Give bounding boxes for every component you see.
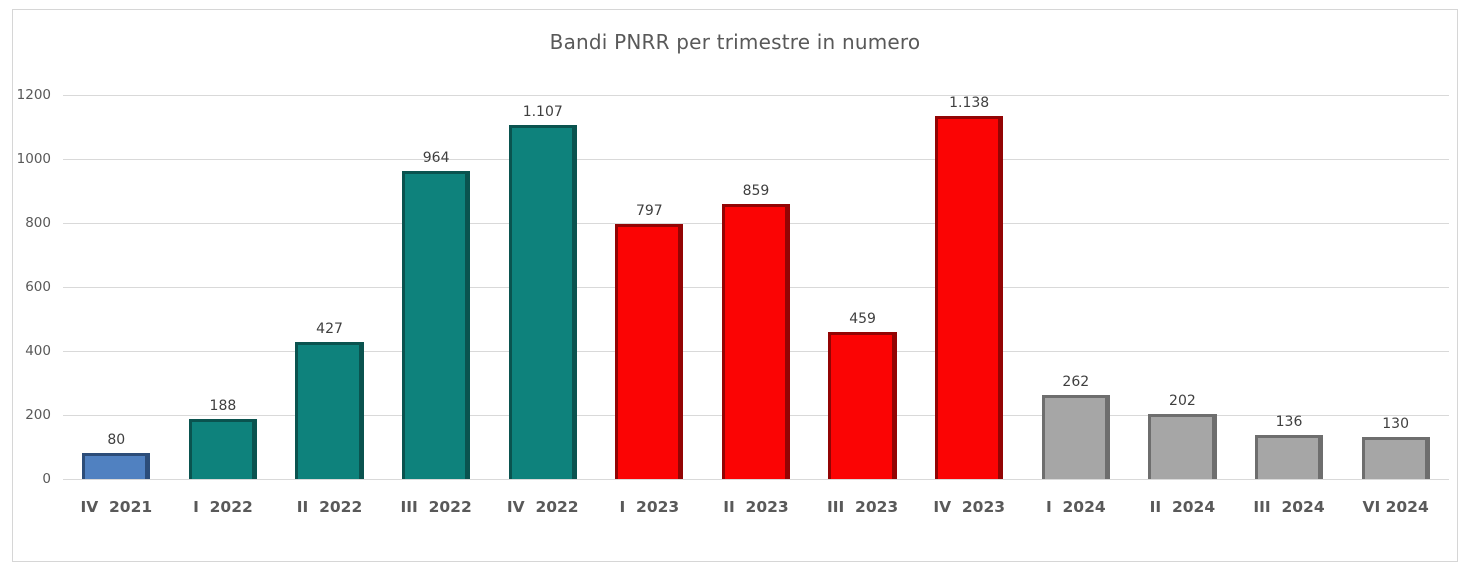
bar-value-label: 859 <box>742 183 770 200</box>
bar-value-label: 136 <box>1275 414 1303 431</box>
bar-value-label: 427 <box>316 321 343 338</box>
bar-column: 202 <box>1129 95 1236 479</box>
bar-column: 459 <box>809 95 916 479</box>
y-tick-label-1200: 1200 <box>16 87 51 103</box>
x-axis-label: III 2023 <box>826 498 899 516</box>
bar <box>402 170 471 479</box>
bar-column: 1.138 <box>916 95 1023 479</box>
x-axis-label: I 2024 <box>1045 498 1106 516</box>
bar <box>1148 414 1217 479</box>
bar-value-label: 459 <box>849 311 876 328</box>
gridline-y-1000 <box>63 159 1449 160</box>
bar-column: 797 <box>596 95 703 479</box>
x-axis-label: II 2024 <box>1149 498 1216 516</box>
y-tick-label-200: 200 <box>25 407 51 423</box>
y-tick-label-400: 400 <box>25 343 51 359</box>
chart-title: Bandi PNRR per trimestre in numero <box>549 30 921 54</box>
bar-value-label: 202 <box>1169 393 1196 410</box>
bar-value-label: 130 <box>1382 416 1409 433</box>
bar-value-label: 262 <box>1062 374 1090 391</box>
bar <box>188 418 258 479</box>
x-axis-label: IV 2021 <box>80 498 153 516</box>
bar-value-label: 964 <box>422 149 450 166</box>
bar <box>82 453 151 479</box>
x-axis-label: IV 2022 <box>506 498 579 516</box>
bar <box>935 116 1004 479</box>
bar <box>1041 395 1110 479</box>
bar-column: 80 <box>63 95 170 479</box>
bar <box>721 204 791 479</box>
y-tick-label-800: 800 <box>25 215 51 231</box>
bar <box>508 124 577 479</box>
bars-container: 80 188 427 964 1.107 797 859 459 1.138 262 202 136 1… <box>63 95 1449 479</box>
x-axis-labels: IV 2021 I 2022 II 2022 III 2022 IV 2022 I 202… <box>63 498 1449 516</box>
bar <box>1361 437 1430 479</box>
y-tick-label-0: 0 <box>42 471 51 487</box>
bar <box>615 223 684 479</box>
bar-value-label: 188 <box>209 397 237 414</box>
bar <box>828 332 897 479</box>
y-tick-label-1000: 1000 <box>16 151 51 167</box>
bar-value-label: 80 <box>107 432 126 449</box>
x-axis-label: VI 2024 <box>1362 498 1429 516</box>
chart-frame: Bandi PNRR per trimestre in numero 80 188… <box>12 9 1458 562</box>
x-axis-label: II 2022 <box>296 498 363 516</box>
bar-column: 964 <box>383 95 490 479</box>
x-axis-label: I 2023 <box>619 498 680 516</box>
x-axis-label: III 2024 <box>1253 498 1325 516</box>
y-tick-label-600: 600 <box>25 279 51 295</box>
plot-area: 80 188 427 964 1.107 797 859 459 1.138 262 202 136 1… <box>17 87 1449 487</box>
bar-column: 1.107 <box>489 95 596 479</box>
bar-column: 859 <box>703 95 810 479</box>
bar-column: 130 <box>1342 95 1449 479</box>
bar-column: 136 <box>1236 95 1343 479</box>
bar-value-label: 1.138 <box>949 95 990 111</box>
bar-column: 188 <box>170 95 277 479</box>
bar <box>1254 435 1324 479</box>
x-axis-label: II 2023 <box>723 498 789 516</box>
x-axis-label: I 2022 <box>193 498 253 516</box>
bar-value-label: 1.107 <box>522 103 563 120</box>
bar-value-label: 797 <box>635 202 663 219</box>
bar-column: 427 <box>276 95 383 479</box>
x-axis-label: III 2022 <box>400 498 472 516</box>
gridline-y-0 <box>63 479 1449 480</box>
x-axis-label: IV 2023 <box>933 498 1006 516</box>
bar-column: 262 <box>1022 95 1129 479</box>
bar <box>295 342 364 479</box>
gridline-y-1200 <box>63 95 1449 96</box>
